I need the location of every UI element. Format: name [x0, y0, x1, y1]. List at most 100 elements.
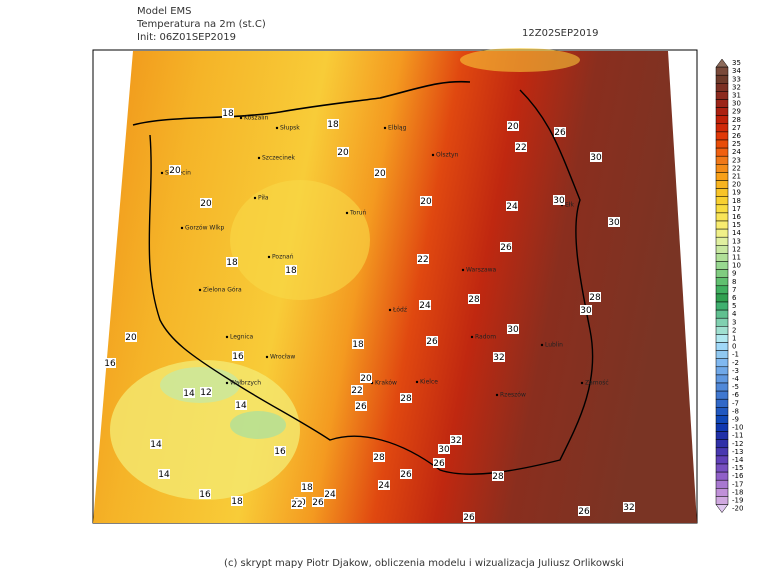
colorbar-label: 4 [732, 310, 737, 318]
contour-label: 26 [433, 459, 445, 469]
contour-label-bg [355, 401, 367, 411]
cool-area [160, 367, 240, 403]
city-label: Ełk [565, 202, 574, 209]
contour-label: 24 [506, 202, 518, 212]
country-border [148, 89, 594, 475]
colorbar-swatch [715, 277, 729, 287]
colorbar-swatch [715, 366, 729, 376]
contour-label: 28 [400, 394, 412, 404]
contour-label: 18 [231, 497, 243, 507]
contour-label: 20 [374, 169, 386, 179]
contour-label: 12 [200, 388, 211, 398]
contour-label-bg [199, 489, 211, 499]
contour-label: 20 [125, 333, 137, 343]
contour-label-bg [463, 512, 475, 522]
contour-label: 14 [183, 389, 195, 399]
contour-label-bg [373, 452, 385, 462]
contour-label-bg [553, 195, 565, 205]
colorbar-label: 34 [732, 67, 741, 75]
city-dot [198, 288, 202, 292]
colorbar-swatch [715, 350, 729, 359]
colorbar-swatch [715, 447, 729, 457]
contour-label: 18 [226, 258, 238, 268]
colorbar-swatch [715, 66, 729, 76]
colorbar-swatch [715, 293, 729, 303]
colorbar-label: 9 [732, 270, 736, 278]
colorbar-label: 29 [732, 108, 741, 116]
contour-label: 20 [507, 122, 519, 132]
colorbar-swatch [715, 115, 729, 125]
contour-label: 16 [199, 490, 211, 500]
contour-label: 18 [285, 266, 297, 276]
city-dot [225, 335, 229, 339]
contour-label: 28 [468, 295, 480, 305]
colorbar-label: 19 [732, 189, 741, 197]
contour-label-bg [351, 385, 363, 395]
contour-label: 28 [589, 293, 601, 303]
contour-label: 32 [493, 353, 504, 363]
contour-label-bg [374, 168, 386, 178]
city-dot [431, 153, 435, 157]
contour-label-bg [426, 336, 438, 346]
city-dot [267, 255, 271, 259]
city-label: Legnica [230, 334, 254, 341]
contour-label: 16 [104, 359, 116, 369]
contour-label-bg [285, 265, 297, 275]
contour-label-bg [150, 439, 162, 449]
colorbar-swatch [715, 301, 729, 311]
contour-label-bg [400, 469, 412, 479]
contour-label-bg [433, 458, 445, 468]
city-label: Lublin [545, 342, 563, 349]
colorbar-label: 0 [732, 343, 736, 351]
city-dot [580, 381, 584, 385]
contour-label-bg [274, 446, 286, 456]
colorbar: 3534333231302928272625242322212019181716… [715, 58, 744, 514]
model-name: Model EMS [137, 6, 192, 17]
contour-label-bg [312, 497, 324, 507]
colorbar-swatch [715, 139, 729, 149]
contour-label-bg [291, 499, 303, 509]
colorbar-label: 14 [732, 229, 741, 237]
contour-label-bg [226, 257, 238, 267]
city-label: Rzeszów [500, 392, 526, 399]
contour-label-bg [400, 393, 412, 403]
colorbar-label: -13 [732, 448, 743, 456]
colorbar-label: 13 [732, 237, 741, 245]
colorbar-label: -15 [732, 464, 743, 472]
colorbar-swatch [715, 423, 729, 432]
cool-area [230, 411, 286, 439]
city-dot [495, 393, 499, 397]
contour-label: 26 [312, 498, 324, 508]
colorbar-swatch [715, 212, 729, 222]
contour-label-bg [419, 300, 431, 310]
contour-label-bg [327, 119, 339, 129]
contour-label: 18 [301, 483, 313, 493]
colorbar-swatch [715, 261, 729, 270]
colorbar-swatch [715, 253, 729, 262]
city-label: Toruń [349, 210, 367, 217]
city-label: Warszawa [466, 267, 497, 274]
colorbar-swatch [715, 99, 729, 108]
colorbar-label: -8 [732, 407, 739, 415]
map-area: KoszalinSłupskElblągOlsztynSzczecinekSzc… [93, 48, 697, 523]
contour-label-bg [493, 352, 505, 362]
contour-label: 30 [438, 445, 450, 455]
contour-label-bg [589, 292, 601, 302]
contour-label-bg [420, 196, 432, 206]
city-dot [470, 335, 474, 339]
colorbar-label: 32 [732, 83, 741, 91]
colorbar-label: 16 [732, 213, 741, 221]
coastline [132, 80, 471, 126]
contour-label: 26 [400, 470, 412, 480]
valid-time: 12Z02SEP2019 [522, 28, 598, 39]
contour-label-bg [500, 242, 512, 252]
colorbar-label: -19 [732, 496, 743, 504]
contour-label-bg [578, 506, 590, 516]
contour-label: 30 [507, 325, 519, 335]
colorbar-swatch [715, 74, 729, 84]
contour-label: 32 [623, 503, 634, 513]
colorbar-swatch [715, 463, 729, 473]
colorbar-swatch [715, 326, 729, 335]
contour-label: 22 [291, 500, 302, 510]
city-dot [415, 380, 419, 384]
